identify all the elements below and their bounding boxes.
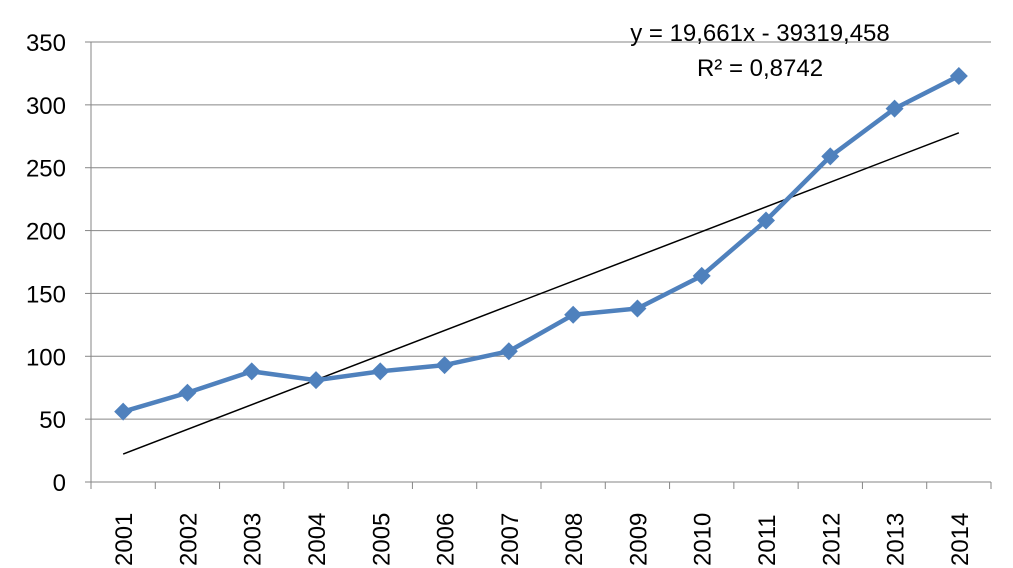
data-point — [307, 371, 325, 390]
x-tick-label: 2012 — [818, 513, 845, 566]
data-point — [757, 211, 775, 230]
axes — [85, 41, 992, 489]
data-point — [885, 99, 904, 118]
x-tick-label: 2010 — [690, 513, 717, 566]
x-tick-label: 2013 — [883, 513, 910, 566]
data-point — [178, 383, 197, 402]
trendline-layer — [122, 132, 960, 455]
x-tick-label: 2008 — [561, 513, 588, 566]
y-tick-label: 0 — [53, 470, 66, 497]
y-tick-label: 50 — [39, 407, 66, 434]
trendline-equation: y = 19,661x - 39319,458 — [630, 20, 890, 47]
data-point — [114, 402, 133, 421]
trendline-r-squared: R² = 0,8742 — [697, 55, 823, 82]
y-tick-label: 250 — [26, 156, 66, 183]
series-layer — [114, 66, 968, 421]
data-point — [692, 266, 711, 285]
data-point — [242, 362, 261, 381]
y-tick-label: 350 — [26, 30, 66, 57]
data-point — [628, 299, 647, 318]
x-tick-label: 2006 — [433, 513, 460, 566]
y-tick-label: 200 — [26, 219, 66, 246]
y-axis-ticks: 0 50 100 150 200 250 300 350 — [26, 30, 66, 497]
data-point — [949, 66, 968, 85]
y-tick-label: 300 — [26, 93, 66, 120]
x-tick-label: 2014 — [947, 513, 974, 566]
data-point — [499, 342, 518, 361]
data-point — [371, 362, 390, 381]
x-tick-label: 2009 — [625, 513, 652, 566]
x-tick-label: 2002 — [175, 513, 202, 566]
x-tick-label: 2004 — [304, 513, 331, 566]
x-tick-label: 2001 — [111, 513, 138, 566]
x-tick-label: 2007 — [497, 513, 524, 566]
data-point — [564, 305, 583, 324]
x-tick-label: 2011 — [754, 514, 781, 566]
data-point — [435, 356, 454, 375]
series-line — [122, 73, 960, 414]
y-tick-label: 150 — [26, 281, 66, 308]
x-axis-ticks: 2001 2002 2003 2004 2005 2006 2007 2008 … — [111, 513, 974, 566]
y-tick-label: 100 — [26, 344, 66, 371]
trendline — [122, 132, 960, 455]
gridlines — [91, 41, 991, 420]
data-point — [821, 147, 840, 166]
x-tick-label: 2003 — [240, 513, 267, 566]
x-tick-label: 2005 — [368, 513, 395, 566]
